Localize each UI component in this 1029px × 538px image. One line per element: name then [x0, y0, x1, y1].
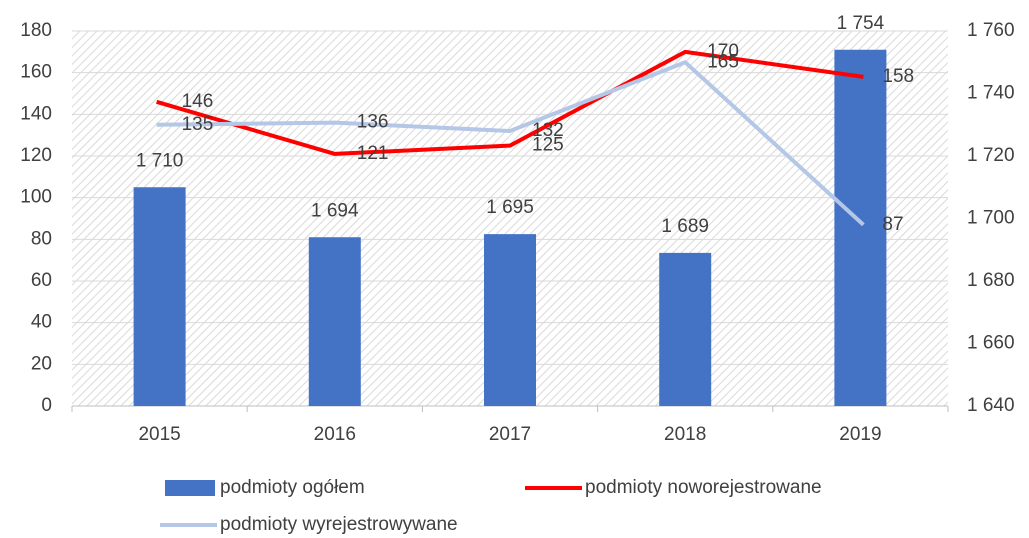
bar-value-label: 1 710 — [136, 150, 184, 171]
bar — [484, 234, 536, 406]
y-tick-label: 120 — [20, 145, 52, 166]
bar-value-label: 1 754 — [837, 13, 885, 34]
y2-tick-label: 1 660 — [967, 333, 1015, 354]
bar-value-label: 1 689 — [661, 216, 709, 237]
y-tick-label: 0 — [41, 395, 52, 416]
line-value-label: 125 — [532, 135, 564, 156]
legend-label: podmioty noworejestrowane — [585, 477, 822, 498]
y2-tick-label: 1 740 — [967, 83, 1015, 104]
bar — [659, 252, 712, 406]
y-tick-label: 60 — [31, 270, 52, 291]
y-tick-label: 160 — [20, 62, 52, 83]
line-value-label: 170 — [707, 41, 739, 62]
y-tick-label: 180 — [20, 20, 52, 41]
y2-tick-label: 1 700 — [967, 208, 1015, 229]
bar — [133, 187, 186, 406]
bar-value-label: 1 695 — [486, 197, 534, 218]
line-value-label: 121 — [357, 143, 389, 164]
bar — [834, 49, 887, 406]
y-tick-label: 80 — [31, 228, 52, 249]
x-tick-label: 2017 — [489, 424, 531, 445]
y2-tick-label: 1 640 — [967, 395, 1015, 416]
line-value-label: 136 — [357, 112, 389, 133]
y2-tick-label: 1 680 — [967, 270, 1015, 291]
line-series — [156, 49, 864, 156]
x-tick-label: 2016 — [314, 424, 356, 445]
y2-tick-label: 1 720 — [967, 145, 1015, 166]
legend-swatch — [165, 480, 215, 496]
legend-label: podmioty ogółem — [220, 477, 365, 498]
line-series — [156, 60, 865, 227]
line-value-label: 132 — [532, 120, 564, 141]
line-value-label: 158 — [882, 66, 914, 87]
bar-value-label: 1 694 — [311, 200, 359, 221]
line-value-label: 146 — [182, 91, 214, 112]
x-tick-label: 2015 — [138, 424, 180, 445]
line-value-label: 135 — [182, 114, 214, 135]
y2-tick-label: 1 760 — [967, 20, 1015, 41]
y-tick-label: 100 — [20, 187, 52, 208]
line-value-label: 87 — [882, 214, 903, 235]
legend-label: podmioty wyrejestrowywane — [220, 514, 458, 535]
x-tick-label: 2018 — [664, 424, 706, 445]
bar — [308, 237, 361, 406]
line-value-label: 165 — [707, 51, 739, 72]
y-tick-label: 40 — [31, 312, 52, 333]
y-tick-label: 140 — [20, 103, 52, 124]
y-tick-label: 20 — [31, 353, 52, 374]
x-tick-label: 2019 — [839, 424, 881, 445]
